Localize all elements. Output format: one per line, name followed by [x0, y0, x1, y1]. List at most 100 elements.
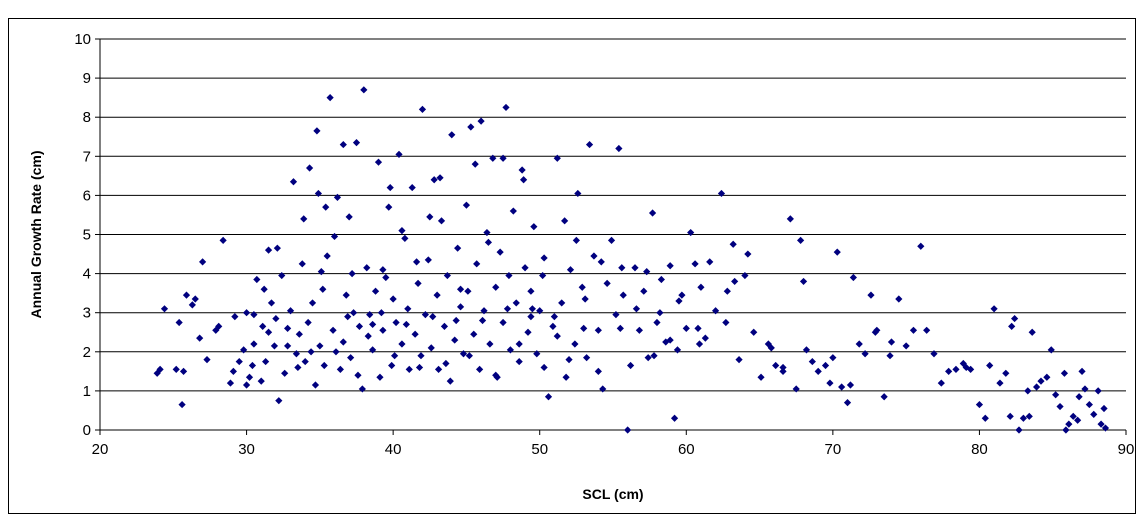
data-point [574, 189, 582, 198]
data-point [385, 203, 393, 211]
data-point [264, 246, 273, 254]
data-point [527, 313, 535, 321]
data-point [470, 330, 478, 338]
data-point [301, 357, 309, 366]
data-point [706, 258, 714, 266]
data-point [452, 316, 460, 325]
data-point [371, 287, 380, 295]
data-point [826, 379, 834, 387]
data-point [1043, 373, 1051, 381]
data-point [1006, 412, 1014, 420]
data-point [389, 295, 397, 303]
data-point [821, 361, 830, 370]
data-point [612, 311, 620, 319]
data-point [499, 154, 507, 162]
data-point [846, 381, 855, 389]
data-point [712, 307, 720, 315]
x-tick-label: 40 [385, 441, 402, 458]
data-point [515, 357, 523, 366]
data-point [330, 232, 339, 241]
data-point [408, 183, 416, 192]
data-point [717, 189, 726, 198]
data-point [262, 357, 270, 366]
y-tick-label: 4 [83, 266, 91, 283]
data-point [1081, 385, 1089, 393]
data-point [518, 166, 526, 174]
data-point [292, 350, 301, 358]
data-point [374, 158, 383, 166]
data-point [648, 209, 657, 217]
data-point [379, 326, 387, 334]
data-point [519, 176, 528, 184]
x-tick-label: 70 [825, 441, 842, 458]
data-point [562, 373, 570, 381]
data-point [459, 350, 468, 358]
data-point [701, 334, 709, 342]
data-point [480, 307, 488, 315]
data-point [172, 365, 180, 373]
x-tick-label: 60 [678, 441, 695, 458]
data-point [640, 287, 648, 295]
data-point [544, 393, 553, 401]
data-point [691, 260, 699, 268]
data-point [364, 332, 372, 340]
data-point [436, 174, 444, 182]
y-tick-label: 3 [83, 305, 91, 322]
data-point [489, 154, 497, 162]
data-point [581, 295, 589, 303]
data-point [572, 236, 580, 244]
data-point [196, 334, 204, 342]
data-point [484, 238, 493, 246]
data-point [342, 291, 350, 299]
data-point [339, 140, 347, 149]
data-point [895, 295, 903, 303]
data-point [398, 226, 406, 235]
data-point [521, 264, 529, 272]
data-point [339, 338, 347, 346]
data-point [959, 359, 967, 368]
data-point [382, 273, 390, 282]
data-point [456, 285, 465, 293]
data-point [618, 264, 626, 272]
data-point [814, 367, 822, 375]
data-point [478, 316, 487, 325]
data-point [1075, 393, 1083, 401]
data-point [996, 379, 1004, 387]
data-point [1078, 367, 1086, 375]
data-point [539, 271, 547, 280]
data-point [278, 271, 286, 280]
data-point [1037, 377, 1045, 385]
data-point [635, 326, 643, 334]
data-point [492, 371, 500, 379]
y-tick-label: 1 [83, 383, 91, 400]
data-point [1011, 314, 1019, 323]
data-point [808, 357, 816, 366]
data-point [561, 217, 569, 225]
data-point [524, 328, 532, 336]
data-point [656, 309, 664, 317]
data-point [902, 342, 910, 350]
data-point [1101, 424, 1110, 432]
data-point [369, 346, 377, 354]
data-point [666, 262, 674, 270]
data-point [347, 354, 355, 362]
data-point [473, 260, 481, 268]
data-point [248, 361, 257, 370]
x-tick-label: 90 [1118, 441, 1135, 458]
data-point [772, 361, 780, 370]
data-point [1052, 391, 1060, 399]
data-point [319, 285, 327, 293]
data-point [1002, 369, 1010, 377]
data-point [678, 291, 686, 299]
data-point [182, 291, 191, 299]
clipped-caption-fragment [0, 0, 1145, 12]
data-point [1056, 402, 1064, 411]
data-point [1094, 387, 1102, 395]
data-point [585, 140, 594, 149]
data-point [476, 365, 484, 373]
data-point [616, 324, 624, 332]
data-point [307, 348, 315, 356]
data-point [673, 346, 682, 354]
data-point [666, 336, 674, 344]
data-point [332, 348, 340, 356]
